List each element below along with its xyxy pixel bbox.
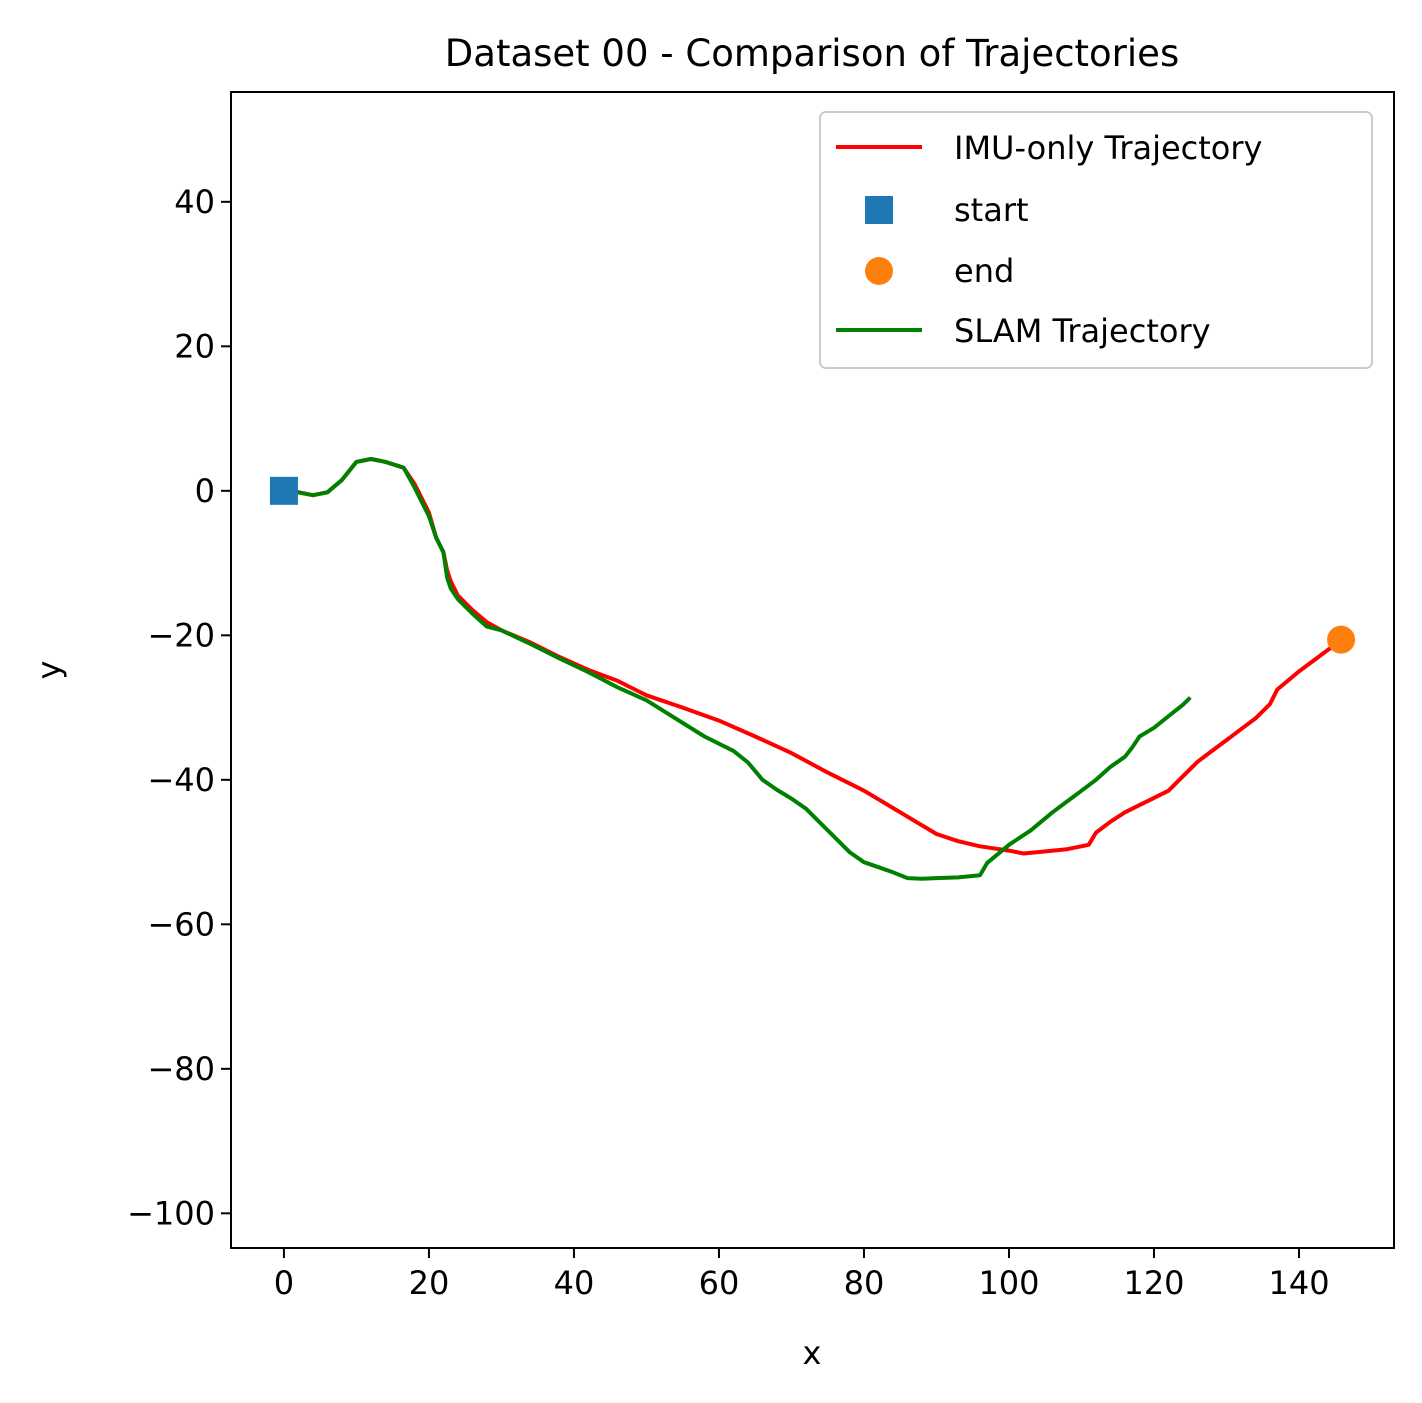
start-marker bbox=[269, 476, 298, 505]
x-tick-label: 60 bbox=[699, 1264, 740, 1302]
x-tick-label: 80 bbox=[844, 1264, 885, 1302]
chart-title: Dataset 00 - Comparison of Trajectories bbox=[445, 32, 1179, 75]
y-tick-label: 20 bbox=[174, 327, 215, 365]
legend-start-label: start bbox=[954, 191, 1029, 229]
axis-ticks: 0 20 40 60 80 100 120 140 40 20 0 −20 −40 −60 −80 −100 bbox=[127, 183, 1329, 1302]
x-tick-label: 140 bbox=[1268, 1264, 1329, 1302]
y-tick-label: −60 bbox=[147, 905, 215, 943]
data-series bbox=[269, 457, 1356, 881]
y-tick-label: 0 bbox=[195, 472, 215, 510]
legend-imu-label: IMU-only Trajectory bbox=[954, 129, 1262, 167]
x-tick-label: 120 bbox=[1123, 1264, 1184, 1302]
y-tick-label: 40 bbox=[174, 183, 215, 221]
x-axis-label: x bbox=[803, 1334, 822, 1372]
plot-frame bbox=[230, 91, 1395, 1249]
x-tick-label: 100 bbox=[978, 1264, 1039, 1302]
slam-trajectory-line bbox=[283, 457, 1192, 881]
legend: IMU-only Trajectory start end SLAM Traje… bbox=[819, 111, 1373, 369]
legend-start-swatch bbox=[865, 196, 893, 224]
legend-end-swatch bbox=[865, 257, 893, 285]
x-tick-label: 20 bbox=[409, 1264, 450, 1302]
legend-end-label: end bbox=[954, 252, 1014, 290]
y-tick-label: −100 bbox=[127, 1194, 215, 1232]
x-tick-label: 40 bbox=[554, 1264, 595, 1302]
legend-box bbox=[819, 111, 1373, 369]
y-axis-label: y bbox=[30, 661, 68, 680]
y-tick-label: −40 bbox=[147, 761, 215, 799]
x-tick-label: 0 bbox=[274, 1264, 294, 1302]
y-tick-label: −80 bbox=[147, 1050, 215, 1088]
end-marker bbox=[1327, 625, 1356, 654]
legend-slam-label: SLAM Trajectory bbox=[954, 312, 1211, 350]
y-tick-label: −20 bbox=[147, 616, 215, 654]
